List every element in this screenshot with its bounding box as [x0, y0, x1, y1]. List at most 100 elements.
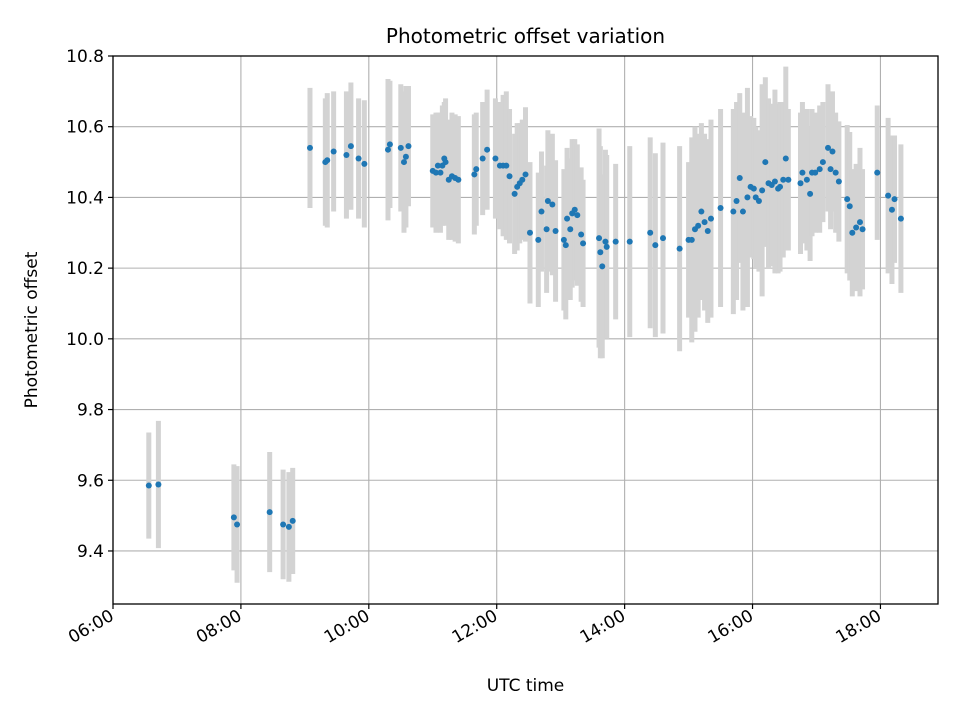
chart-title: Photometric offset variation: [386, 24, 665, 48]
data-point: [602, 238, 609, 245]
y-axis-title: Photometric offset: [22, 251, 42, 408]
data-point: [442, 159, 449, 166]
data-point: [571, 206, 578, 213]
data-point: [574, 212, 581, 219]
data-point: [827, 166, 834, 173]
data-point: [819, 159, 826, 166]
data-point: [597, 249, 604, 256]
data-point: [835, 178, 842, 185]
data-point: [762, 159, 769, 166]
data-point: [704, 228, 711, 235]
data-point: [744, 194, 751, 201]
data-point: [471, 171, 478, 178]
data-point: [580, 240, 587, 247]
data-point: [519, 176, 526, 183]
data-point: [816, 166, 823, 173]
data-point: [733, 197, 740, 204]
data-point: [759, 187, 766, 194]
data-point: [807, 190, 814, 197]
x-axis-title: UTC time: [487, 676, 565, 696]
data-point: [400, 159, 407, 166]
data-point: [484, 146, 491, 153]
data-point: [856, 219, 863, 226]
data-point: [492, 155, 499, 162]
data-point: [402, 153, 409, 160]
data-point: [234, 521, 241, 528]
data-point: [479, 155, 486, 162]
data-point: [544, 197, 551, 204]
data-point: [385, 146, 391, 153]
data-point: [432, 169, 439, 176]
data-point: [503, 162, 510, 169]
data-point: [832, 169, 839, 176]
data-point: [526, 229, 533, 236]
data-point: [688, 236, 695, 243]
data-point: [647, 229, 654, 236]
data-point: [506, 173, 513, 180]
data-point: [730, 208, 737, 215]
data-point: [750, 185, 757, 192]
data-point: [596, 235, 603, 242]
data-point: [538, 208, 545, 215]
data-point: [386, 141, 393, 148]
data-point: [324, 157, 331, 164]
data-point: [437, 169, 444, 176]
data-point: [549, 201, 556, 208]
data-point: [885, 192, 892, 199]
data-point: [825, 144, 831, 151]
data-point: [698, 208, 705, 215]
data-point: [567, 226, 574, 233]
data-point: [522, 171, 529, 178]
data-point: [701, 219, 708, 226]
data-point: [755, 197, 762, 204]
data-point: [552, 228, 559, 235]
y-tick-label: 10.2: [66, 259, 104, 279]
data-point: [717, 205, 724, 212]
data-point: [844, 196, 851, 203]
y-tick-label: 10.0: [66, 330, 104, 350]
data-point: [473, 166, 480, 173]
data-point: [343, 151, 350, 158]
data-point: [155, 481, 162, 488]
data-point: [434, 162, 441, 169]
data-point: [859, 226, 866, 233]
y-tick-label: 9.8: [77, 401, 104, 421]
data-point: [849, 229, 856, 236]
data-point: [599, 263, 606, 270]
data-point: [785, 176, 792, 183]
data-point: [812, 169, 819, 176]
data-point: [578, 231, 585, 238]
data-point: [230, 514, 237, 521]
y-tick-label: 10.8: [66, 47, 104, 67]
data-point: [347, 143, 354, 150]
y-tick-label: 9.4: [77, 542, 104, 562]
data-point: [874, 169, 881, 176]
y-tick-label: 9.6: [77, 471, 104, 491]
data-point: [777, 183, 784, 190]
data-point: [626, 238, 633, 245]
data-point: [560, 236, 567, 243]
data-point: [285, 523, 292, 530]
data-point: [266, 509, 273, 516]
data-point: [888, 206, 895, 213]
data-point: [782, 155, 789, 162]
data-point: [535, 236, 542, 243]
data-point: [455, 176, 462, 183]
data-point: [853, 224, 860, 231]
data-point: [897, 215, 904, 222]
data-point: [564, 215, 571, 222]
data-point: [676, 245, 683, 252]
data-point: [739, 208, 746, 215]
data-point: [543, 226, 550, 233]
data-point: [652, 242, 659, 249]
data-point: [361, 160, 368, 167]
data-point: [562, 242, 569, 249]
data-point: [280, 521, 287, 528]
data-point: [695, 222, 702, 229]
data-point: [780, 176, 787, 183]
data-point: [771, 178, 778, 185]
data-point: [289, 517, 296, 524]
y-tick-label: 10.6: [66, 118, 104, 138]
data-point: [707, 215, 714, 222]
